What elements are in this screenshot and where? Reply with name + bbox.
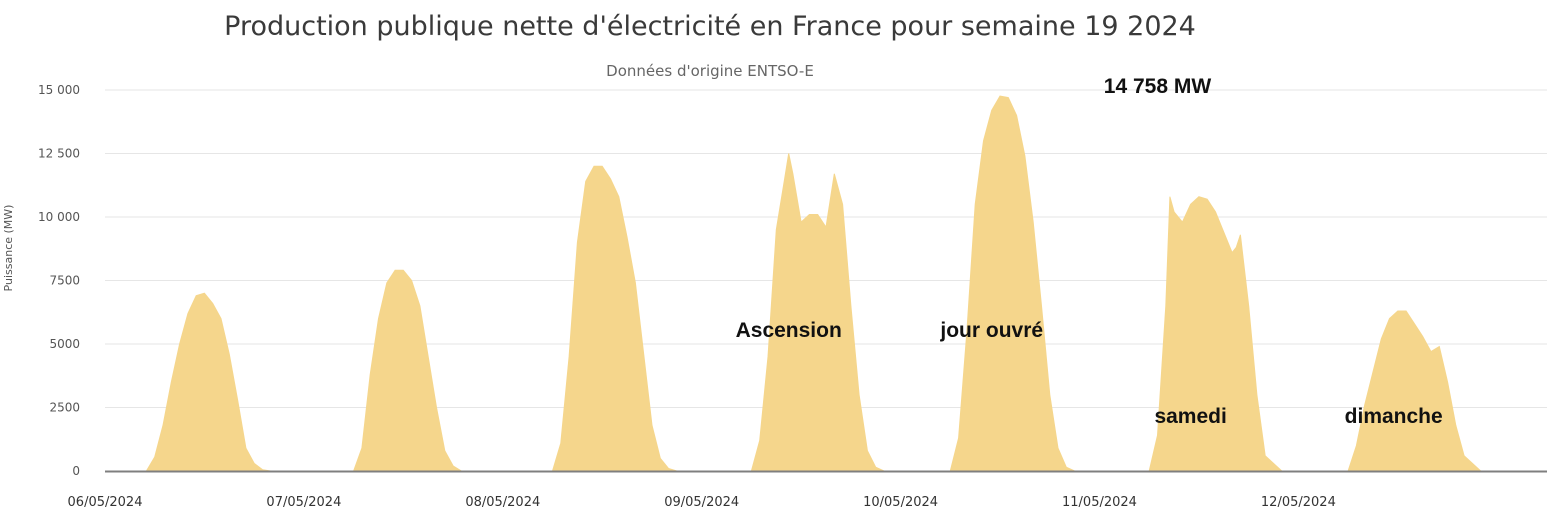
y-tick-label: 7500 <box>49 274 80 288</box>
annotation-label: 14 758 MW <box>1104 75 1212 98</box>
x-tick-label: 09/05/2024 <box>664 495 739 510</box>
y-axis-label: Puissance (MW) <box>2 205 15 292</box>
y-tick-label: 5000 <box>49 337 80 351</box>
chart-subtitle: Données d'origine ENTSO-E <box>606 62 814 80</box>
x-tick-label: 06/05/2024 <box>68 495 143 510</box>
plot-area <box>105 95 1547 472</box>
y-tick-label: 15 000 <box>38 83 80 97</box>
y-tick-label: 2500 <box>49 401 80 415</box>
x-tick-label: 08/05/2024 <box>465 495 540 510</box>
x-tick-label: 12/05/2024 <box>1261 495 1336 510</box>
x-axis-ticks: 06/05/2024 07/05/2024 08/05/2024 09/05/2024… <box>68 495 1336 510</box>
annotation-label: dimanche <box>1345 405 1443 428</box>
x-tick-label: 10/05/2024 <box>863 495 938 510</box>
area-series <box>105 95 1547 472</box>
chart-title: Production publique nette d'électricité … <box>224 11 1196 42</box>
annotation-label: samedi <box>1154 405 1226 428</box>
annotation-label: Ascension <box>736 319 842 342</box>
y-axis-ticks: 0 2500 5000 7500 10 000 12 500 15 000 <box>38 83 80 478</box>
y-tick-label: 12 500 <box>38 147 80 161</box>
x-tick-label: 11/05/2024 <box>1062 495 1137 510</box>
y-tick-label: 0 <box>72 464 80 478</box>
annotation-label: jour ouvré <box>939 319 1043 342</box>
y-tick-label: 10 000 <box>38 210 80 224</box>
annotations: 14 758 MW Ascension jour ouvré samedi dimanc… <box>736 75 1443 428</box>
x-tick-label: 07/05/2024 <box>266 495 341 510</box>
